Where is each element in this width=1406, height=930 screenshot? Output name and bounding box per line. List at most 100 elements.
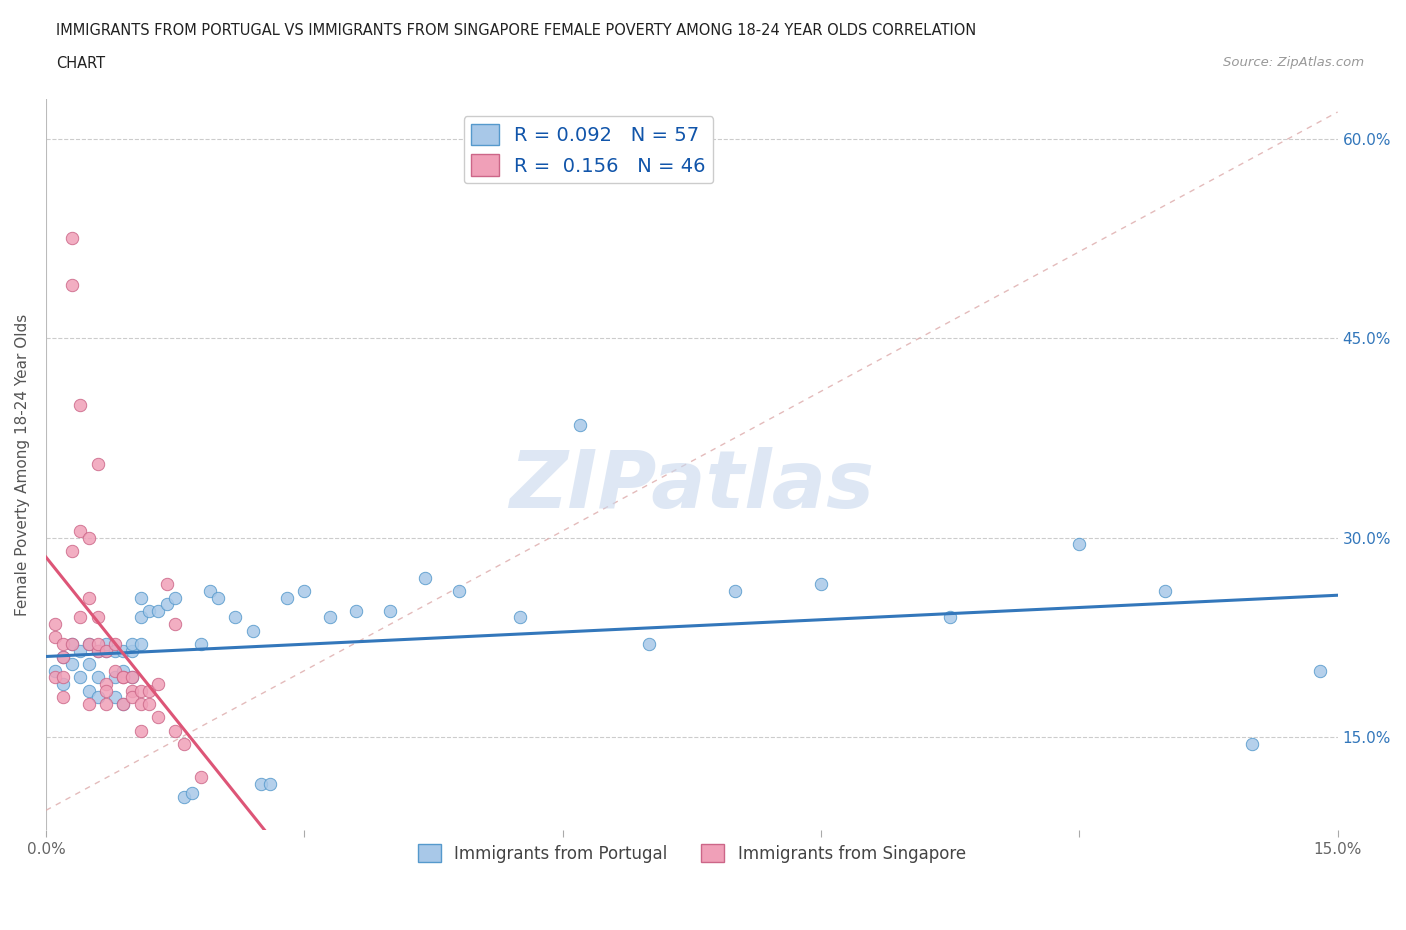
Point	[77, 697, 100, 711]
Point	[276, 590, 298, 604]
Point	[52, 637, 75, 652]
Point	[77, 637, 100, 652]
Point	[129, 724, 152, 738]
Point	[155, 597, 177, 612]
Point	[129, 697, 152, 711]
Point	[104, 637, 127, 652]
Point	[413, 570, 436, 585]
Point	[173, 790, 195, 804]
Point	[1154, 583, 1177, 598]
Point	[77, 590, 100, 604]
Point	[96, 676, 118, 691]
Point	[129, 610, 152, 625]
Point	[129, 637, 152, 652]
Point	[146, 710, 169, 724]
Point	[77, 637, 100, 652]
Point	[60, 277, 83, 292]
Legend: Immigrants from Portugal, Immigrants from Singapore: Immigrants from Portugal, Immigrants fro…	[411, 838, 973, 870]
Point	[52, 690, 75, 705]
Point	[86, 670, 108, 684]
Point	[207, 590, 229, 604]
Point	[319, 610, 342, 625]
Point	[104, 690, 127, 705]
Point	[44, 670, 66, 684]
Point	[198, 583, 221, 598]
Point	[52, 650, 75, 665]
Point	[96, 697, 118, 711]
Point	[138, 604, 160, 618]
Point	[250, 777, 273, 791]
Point	[190, 637, 212, 652]
Point	[181, 786, 204, 801]
Point	[121, 670, 143, 684]
Point	[568, 418, 591, 432]
Point	[77, 684, 100, 698]
Point	[86, 690, 108, 705]
Point	[69, 610, 91, 625]
Point	[112, 670, 135, 684]
Text: CHART: CHART	[56, 56, 105, 71]
Point	[86, 457, 108, 472]
Point	[165, 724, 187, 738]
Point	[121, 684, 143, 698]
Point	[165, 590, 187, 604]
Point	[52, 670, 75, 684]
Point	[242, 623, 264, 638]
Point	[104, 644, 127, 658]
Point	[810, 577, 832, 591]
Point	[69, 524, 91, 538]
Point	[292, 583, 315, 598]
Text: Source: ZipAtlas.com: Source: ZipAtlas.com	[1223, 56, 1364, 69]
Point	[96, 684, 118, 698]
Point	[509, 610, 531, 625]
Point	[44, 663, 66, 678]
Point	[259, 777, 281, 791]
Point	[146, 676, 169, 691]
Point	[112, 697, 135, 711]
Point	[449, 583, 471, 598]
Point	[939, 610, 962, 625]
Point	[69, 397, 91, 412]
Point	[96, 644, 118, 658]
Point	[112, 644, 135, 658]
Text: IMMIGRANTS FROM PORTUGAL VS IMMIGRANTS FROM SINGAPORE FEMALE POVERTY AMONG 18-24: IMMIGRANTS FROM PORTUGAL VS IMMIGRANTS F…	[56, 23, 977, 38]
Point	[60, 231, 83, 246]
Point	[60, 637, 83, 652]
Point	[121, 644, 143, 658]
Text: ZIPatlas: ZIPatlas	[509, 447, 875, 525]
Point	[69, 644, 91, 658]
Point	[60, 637, 83, 652]
Point	[44, 617, 66, 631]
Point	[1309, 663, 1331, 678]
Point	[77, 657, 100, 671]
Point	[173, 737, 195, 751]
Point	[104, 663, 127, 678]
Point	[121, 690, 143, 705]
Point	[60, 543, 83, 558]
Point	[1240, 737, 1263, 751]
Point	[724, 583, 747, 598]
Point	[380, 604, 402, 618]
Point	[60, 657, 83, 671]
Point	[96, 637, 118, 652]
Point	[86, 637, 108, 652]
Point	[52, 650, 75, 665]
Point	[112, 670, 135, 684]
Point	[86, 610, 108, 625]
Point	[86, 644, 108, 658]
Point	[138, 684, 160, 698]
Point	[121, 670, 143, 684]
Y-axis label: Female Poverty Among 18-24 Year Olds: Female Poverty Among 18-24 Year Olds	[15, 313, 30, 616]
Point	[1069, 537, 1091, 551]
Point	[86, 644, 108, 658]
Point	[138, 697, 160, 711]
Point	[69, 670, 91, 684]
Point	[224, 610, 246, 625]
Point	[129, 684, 152, 698]
Point	[165, 617, 187, 631]
Point	[155, 577, 177, 591]
Point	[146, 604, 169, 618]
Point	[112, 697, 135, 711]
Point	[121, 637, 143, 652]
Point	[44, 630, 66, 644]
